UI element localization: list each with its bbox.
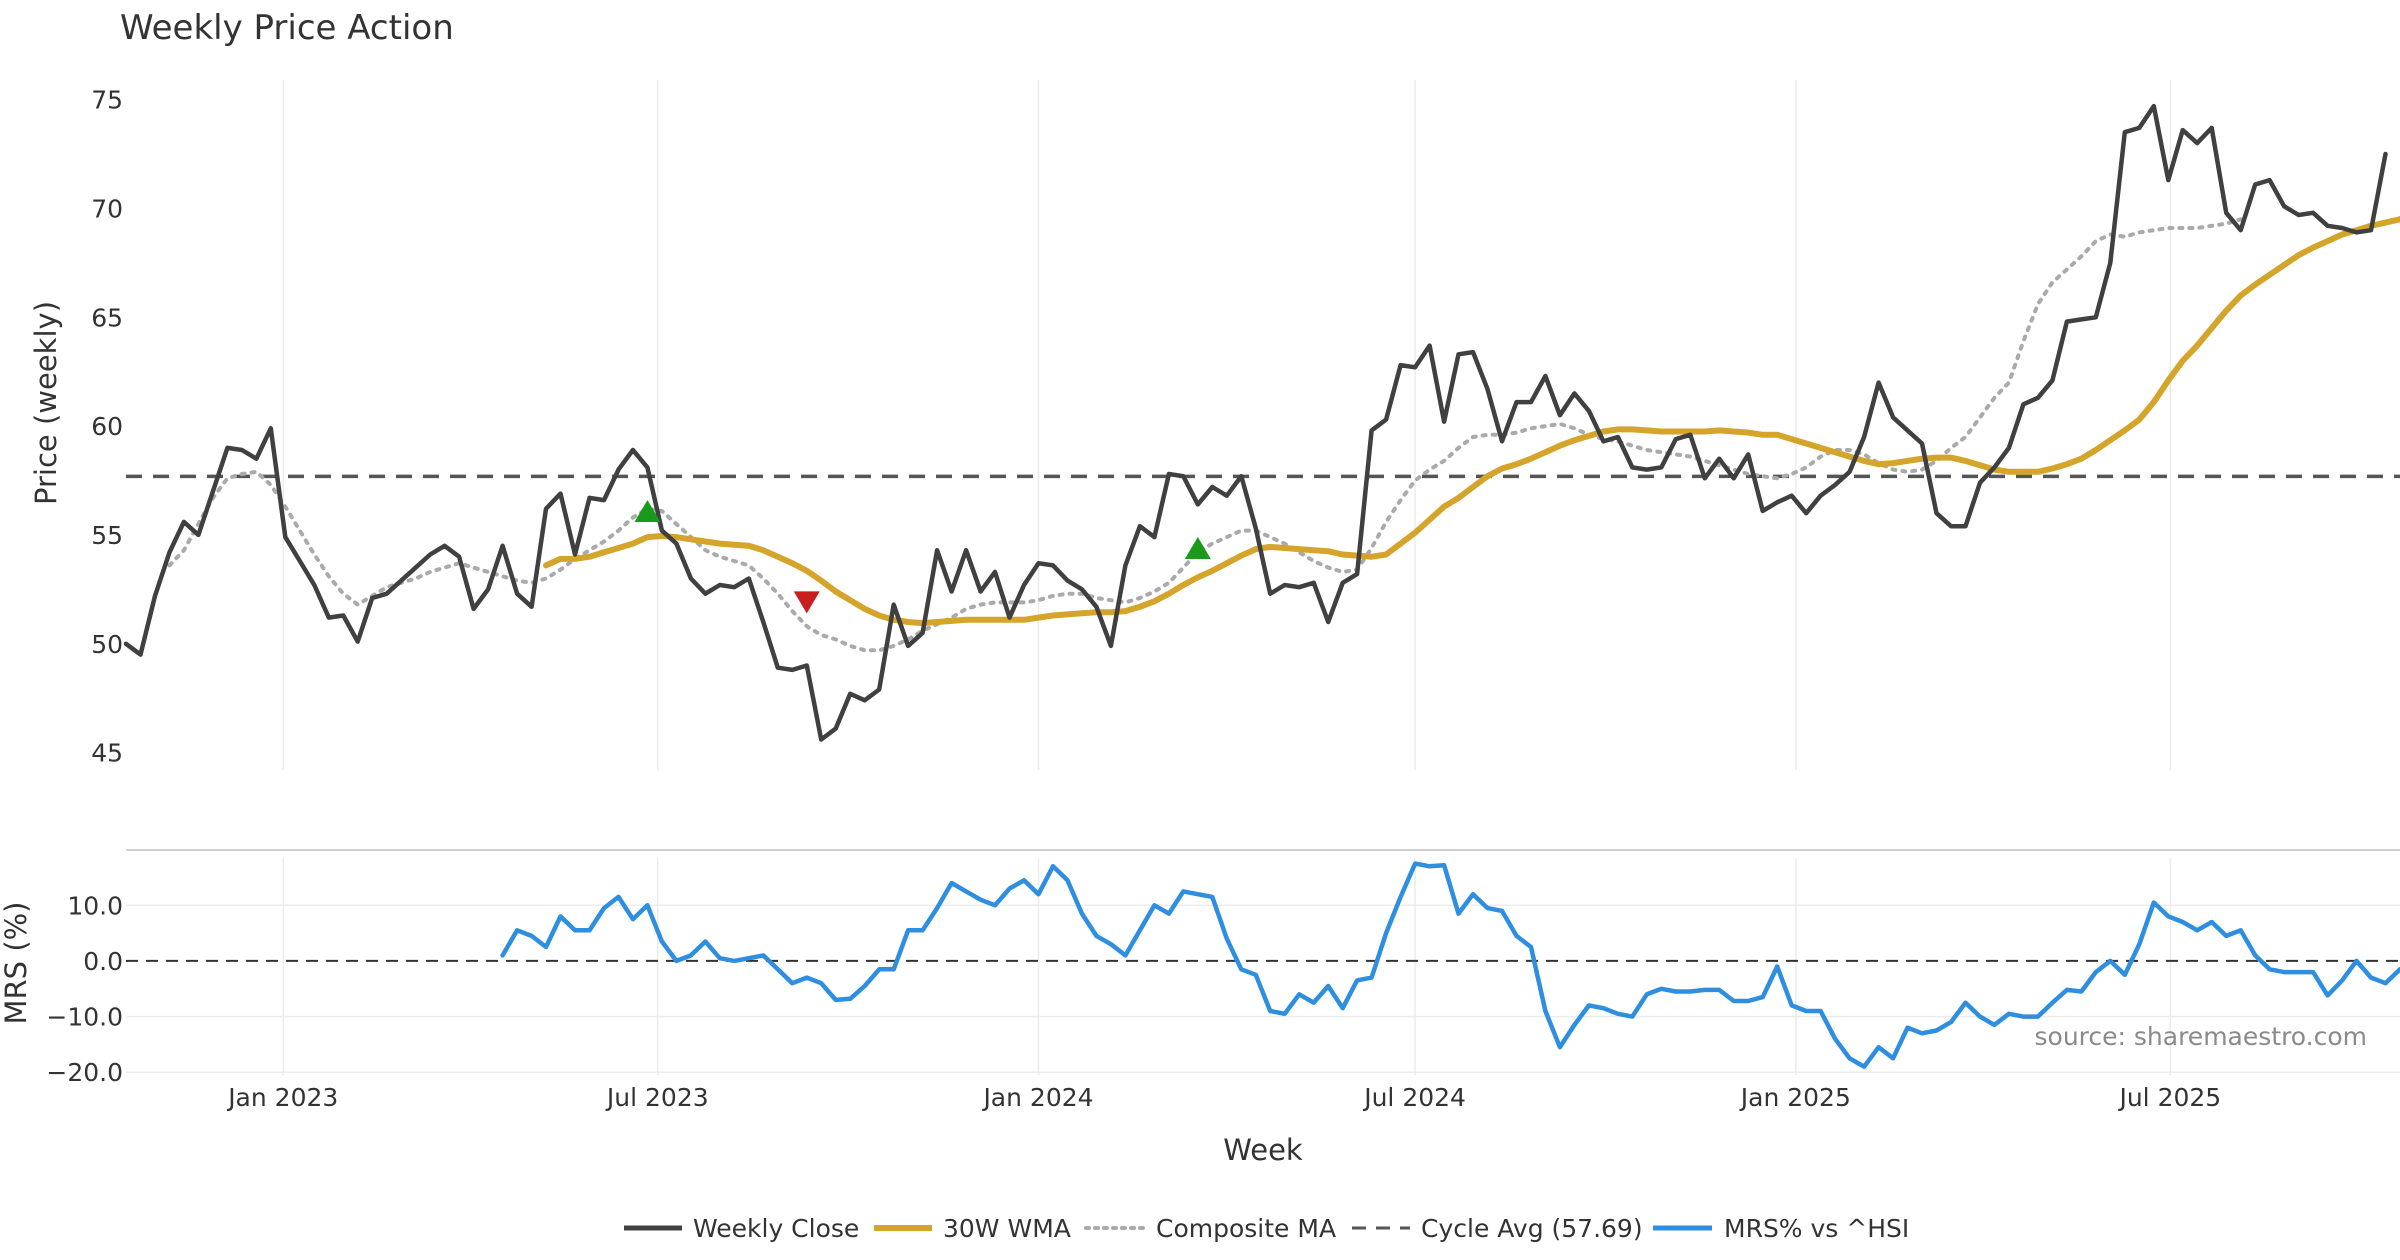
x-tick-label: Jul 2025 [2117,1083,2221,1112]
buy-signal-marker-2 [1184,536,1211,559]
legend-label-weekly-close: Weekly Close [693,1214,859,1243]
legend-label-mrs: MRS% vs ^HSI [1724,1214,1909,1243]
mrs-y-ticks: 10.0 0.0 −10.0 −20.0 [46,891,123,1087]
price-y-ticks: 45 50 55 60 65 70 75 [91,86,123,768]
x-axis-label: Week [1223,1133,1303,1167]
price-y-tick-label: 60 [91,412,123,441]
mrs-panel-series [126,861,2400,1069]
mrs-y-tick-label: 0.0 [83,947,123,976]
x-ticks: Jan 2023 Jul 2023 Jan 2024 Jul 2024 Jan 2025… [226,1083,2221,1112]
x-tick-label: Jan 2024 [981,1083,1093,1112]
mrs-y-axis-label: MRS (%) [0,902,33,1025]
wma-30w-line [543,215,2400,627]
mrs-line [500,861,2400,1069]
legend: Weekly Close 30W WMA Composite MA Cycle … [624,1214,1909,1243]
legend-label-30w-wma: 30W WMA [943,1214,1071,1243]
price-y-tick-label: 50 [91,630,123,659]
price-y-tick-label: 70 [91,194,123,223]
price-y-tick-label: 55 [91,521,123,550]
source-watermark: source: sharemaestro.com [2035,1022,2368,1051]
price-y-tick-label: 45 [91,739,123,768]
legend-label-composite-ma: Composite MA [1156,1214,1336,1243]
weekly-close-line [123,103,2388,742]
chart-title: Weekly Price Action [120,8,454,48]
price-panel-series [123,103,2400,742]
composite-ma-line [167,217,2243,653]
price-y-tick-label: 75 [91,86,123,115]
legend-label-cycle-avg: Cycle Avg (57.69) [1421,1214,1643,1243]
price-y-tick-label: 65 [91,303,123,332]
price-panel-grid [282,80,2172,770]
buy-signal-marker-0 [634,499,661,522]
x-tick-label: Jul 2024 [1362,1083,1466,1112]
sell-signal-marker-1 [793,591,820,614]
x-tick-label: Jul 2023 [605,1083,709,1112]
mrs-y-tick-label: 10.0 [67,891,123,920]
mrs-y-tick-label: −20.0 [46,1058,123,1087]
mrs-y-tick-label: −10.0 [46,1003,123,1032]
x-tick-label: Jan 2025 [1739,1083,1851,1112]
x-tick-label: Jan 2023 [226,1083,338,1112]
price-y-axis-label: Price (weekly) [29,301,63,505]
